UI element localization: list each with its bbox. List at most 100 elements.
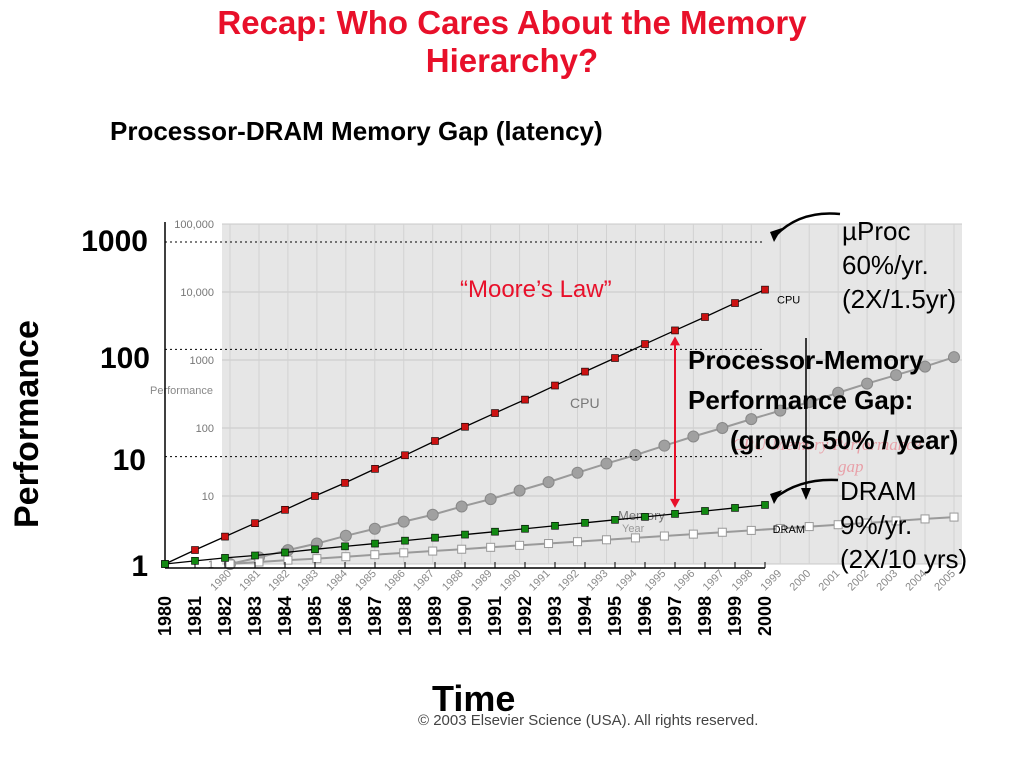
x-tick-label: 1982	[215, 596, 235, 636]
dram-point	[551, 521, 559, 530]
x-tick-label: 1997	[665, 596, 685, 636]
x-tick-label: 1999	[725, 596, 745, 636]
gap-note: Processor-Memory Performance Gap: (grows…	[688, 340, 958, 460]
cpu-point	[641, 340, 649, 348]
dram-point	[461, 530, 469, 539]
moores-law-label: “Moore’s Law”	[460, 276, 612, 303]
bg-memory-point	[544, 539, 554, 549]
cpu-point	[311, 492, 319, 500]
bg-cpu-point	[861, 377, 874, 390]
bg-memory-point	[457, 544, 467, 554]
cpu-point	[521, 395, 529, 404]
dram-point	[671, 510, 679, 518]
bg-memory-point	[601, 535, 611, 545]
bg-year-label: Year	[622, 523, 645, 535]
bg-cpu-point	[513, 484, 526, 497]
bg-memory-point	[573, 537, 583, 547]
y-tick-1: 1	[131, 550, 148, 583]
copyright-notice: © 2003 Elsevier Science (USA). All right…	[418, 712, 759, 729]
dram-point	[611, 516, 619, 524]
bg-x-tick-label: 1993	[585, 568, 611, 594]
bg-y-tick-label: 1	[208, 559, 214, 571]
bg-gap-label: CPU-Memory Performance	[732, 435, 922, 454]
bg-memory-point	[949, 512, 959, 522]
x-tick-label: 1990	[455, 596, 475, 636]
x-tick-label: 1981	[185, 596, 205, 636]
bg-cpu-point	[745, 413, 758, 426]
dram-note-line2: 9%/yr.	[840, 510, 913, 540]
cpu-point	[611, 354, 619, 362]
dram-point	[251, 551, 259, 560]
cpu-point	[401, 451, 409, 460]
bg-cpu-point	[542, 476, 555, 489]
x-tick-label: 1994	[575, 596, 595, 636]
dram-point	[281, 548, 289, 557]
bg-cpu-point	[397, 515, 410, 528]
bg-x-tick-label: 1998	[730, 568, 756, 594]
bg-cpu-point	[629, 449, 642, 462]
bg-memory-point	[862, 518, 872, 528]
bg-x-tick-label: 1988	[440, 568, 466, 594]
bg-x-tick-label: 1994	[614, 568, 640, 594]
cpu-point	[581, 367, 589, 376]
dram-point	[341, 542, 349, 551]
proc-note-line3: (2X/1.5yr)	[842, 284, 957, 314]
cpu-point	[761, 285, 769, 294]
bg-x-tick-label: 1983	[295, 568, 321, 594]
dram-point	[581, 519, 589, 527]
dram-pointer-head	[770, 490, 782, 504]
dram-point	[701, 507, 709, 515]
gap-arrow-head-top	[670, 336, 680, 346]
x-tick-label: 1989	[425, 596, 445, 636]
bg-memory-point	[833, 520, 843, 530]
x-tick-label: 1995	[605, 596, 625, 636]
bg-memory-point	[399, 548, 409, 558]
cpu-point	[371, 465, 379, 473]
x-tick-label: 1983	[245, 596, 265, 636]
gap-note-line2: Performance Gap:	[688, 385, 914, 415]
bg-y-tick-label: 100	[196, 423, 214, 435]
bg-memory-point	[746, 525, 756, 535]
bg-memory-point	[659, 531, 669, 541]
bg-x-tick-label: 1987	[411, 568, 437, 594]
dram-note-line1: DRAM	[840, 476, 917, 506]
bg-memory-point	[341, 552, 351, 562]
bg-cpu-point	[484, 493, 497, 506]
bg-cpu-point	[919, 360, 932, 373]
bg-x-tick-label: 1997	[701, 568, 727, 594]
foreground-chart: 1980 1981 1982 1983 1984 1985 1986 1987 1988 1989…	[155, 212, 841, 636]
bg-cpu-point	[658, 439, 671, 452]
proc-pointer-head	[770, 228, 782, 242]
bg-x-tick-label: 1980	[208, 568, 234, 594]
bg-cpu-point	[890, 369, 903, 382]
bg-x-tick-label: 1985	[353, 568, 379, 594]
dram-point	[161, 560, 169, 568]
dram-point	[311, 545, 319, 554]
bg-cpu-point	[600, 457, 613, 470]
bg-x-tick-label: 1986	[382, 568, 408, 594]
dram-series-label: DRAM	[773, 524, 805, 536]
bg-x-tick-label: 1996	[672, 568, 698, 594]
bg-x-tick-label: 1999	[759, 568, 785, 594]
y-axis-label: Performance	[8, 320, 46, 528]
bg-x-tick-label: 1995	[643, 568, 669, 594]
x-tick-label: 1996	[635, 596, 655, 636]
bg-x-tick-label: 1981	[237, 568, 263, 594]
cpu-point	[491, 409, 499, 417]
slide-title-line1: Recap: Who Cares About the Memory	[217, 4, 807, 41]
bg-memory-point	[891, 516, 901, 526]
bg-memory-point	[515, 540, 525, 550]
bg-cpu-point	[571, 466, 584, 479]
bg-y-tick-label: 1000	[190, 355, 214, 367]
bg-x-tick-label: 2001	[816, 568, 842, 594]
bg-memory-point	[717, 527, 727, 537]
x-tick-label: 1991	[485, 596, 505, 636]
x-tick-label: 1985	[305, 596, 325, 636]
slide-title: Recap: Who Cares About the Memory Hierar…	[0, 4, 1024, 80]
bg-memory-point	[428, 546, 438, 556]
bg-memory-point	[804, 522, 814, 532]
x-tick-label: 1984	[275, 596, 295, 636]
dram-point	[761, 501, 769, 509]
proc-growth-note: µProc 60%/yr. (2X/1.5yr)	[842, 214, 956, 316]
